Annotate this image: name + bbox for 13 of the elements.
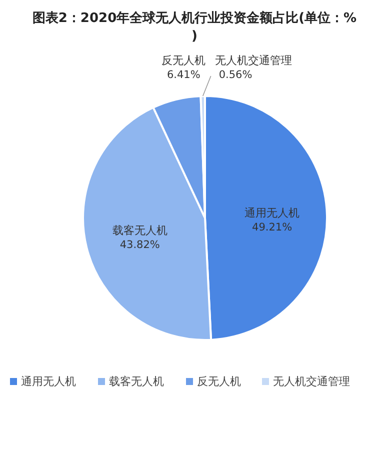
legend-label: 反无人机	[197, 375, 241, 388]
slice-label: 无人机交通管理	[214, 54, 292, 67]
data-label: 0.56%	[218, 69, 252, 81]
slice-label: 载客无人机	[112, 224, 168, 238]
legend-label: 无人机交通管理	[273, 375, 350, 388]
data-label: 49.21%	[252, 221, 292, 234]
legend-label: 载客无人机	[109, 375, 164, 388]
data-label: 6.41%	[166, 69, 200, 81]
slice-label: 通用无人机	[244, 206, 300, 220]
slice-label: 反无人机	[162, 54, 206, 67]
data-label: 43.82%	[120, 239, 160, 252]
chart-title: 图表2：2020年全球无人机行业投资金额占比(单位：%)	[32, 10, 357, 44]
legend-label: 通用无人机	[21, 375, 76, 388]
